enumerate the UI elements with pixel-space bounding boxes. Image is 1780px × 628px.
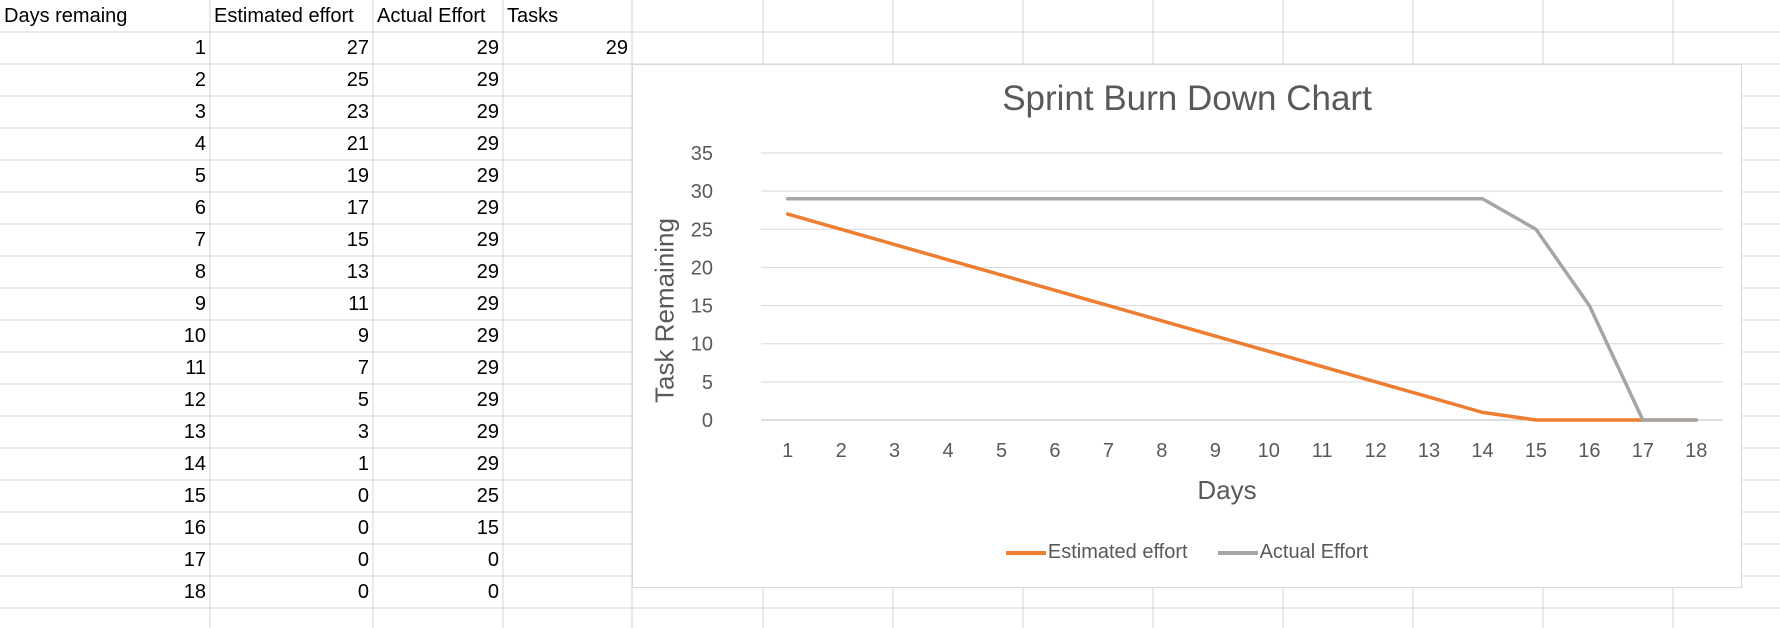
data-cell[interactable]: 25 xyxy=(346,69,369,91)
data-cell[interactable]: 29 xyxy=(476,133,499,155)
data-cell[interactable]: 29 xyxy=(476,389,499,411)
data-cell[interactable]: 29 xyxy=(476,69,499,91)
data-cell[interactable]: 19 xyxy=(346,165,369,187)
legend-item-actual: Actual Effort xyxy=(1217,541,1369,564)
data-cell[interactable]: 0 xyxy=(487,581,499,603)
x-tick-label: 10 xyxy=(1258,440,1280,462)
data-cell[interactable]: 29 xyxy=(476,165,499,187)
data-cell[interactable]: 8 xyxy=(194,261,206,283)
data-cell[interactable]: 18 xyxy=(183,581,206,603)
tasks-value-cell[interactable]: 29 xyxy=(605,37,628,59)
data-cell[interactable]: 9 xyxy=(357,325,369,347)
data-cell[interactable]: 1 xyxy=(357,453,369,475)
data-cell[interactable]: 13 xyxy=(183,421,206,443)
x-tick-label: 6 xyxy=(1049,440,1060,462)
header-cell[interactable]: Actual Effort xyxy=(377,5,486,27)
x-axis-label: Days xyxy=(1197,475,1257,505)
y-tick-label: 5 xyxy=(702,372,713,394)
data-cell[interactable]: 12 xyxy=(183,389,206,411)
data-cell[interactable]: 29 xyxy=(476,325,499,347)
data-cell[interactable]: 17 xyxy=(183,549,206,571)
data-cell[interactable]: 29 xyxy=(476,421,499,443)
data-cell[interactable]: 23 xyxy=(346,101,369,123)
header-cell[interactable]: Estimated effort xyxy=(214,5,354,27)
chart-title: Sprint Burn Down Chart xyxy=(1002,79,1372,118)
data-cell[interactable]: 29 xyxy=(476,293,499,315)
data-cell[interactable]: 11 xyxy=(348,293,369,315)
x-tick-label: 8 xyxy=(1156,440,1167,462)
data-cell[interactable]: 29 xyxy=(476,357,499,379)
data-cell[interactable]: 3 xyxy=(194,101,206,123)
legend-label-actual: Actual Effort xyxy=(1259,541,1369,563)
data-cell[interactable]: 0 xyxy=(357,517,369,539)
x-tick-label: 4 xyxy=(942,440,953,462)
legend-item-estimated: Estimated effort xyxy=(1005,541,1188,564)
legend-label-estimated: Estimated effort xyxy=(1047,541,1188,563)
data-cell[interactable]: 3 xyxy=(357,421,369,443)
data-cell[interactable]: 0 xyxy=(357,485,369,507)
data-cell[interactable]: 4 xyxy=(194,133,206,155)
header-cell[interactable]: Tasks xyxy=(507,5,559,27)
x-tick-label: 3 xyxy=(889,440,900,462)
data-cell[interactable]: 25 xyxy=(476,485,499,507)
x-tick-label: 15 xyxy=(1525,440,1547,462)
header-cell[interactable]: Days remaing xyxy=(4,5,128,27)
series-line-actual xyxy=(785,197,1699,422)
data-cell[interactable]: 7 xyxy=(357,357,369,379)
x-tick-label: 17 xyxy=(1632,440,1654,462)
x-tick-label: 2 xyxy=(836,440,847,462)
data-cell[interactable]: 5 xyxy=(194,165,206,187)
data-cell[interactable]: 29 xyxy=(476,101,499,123)
data-cell[interactable]: 7 xyxy=(194,229,206,251)
x-tick-label: 9 xyxy=(1210,440,1221,462)
legend-swatch-estimated xyxy=(1005,550,1046,555)
data-cell[interactable]: 0 xyxy=(487,549,499,571)
data-cell[interactable]: 13 xyxy=(346,261,369,283)
data-cell[interactable]: 0 xyxy=(357,581,369,603)
data-cell[interactable]: 27 xyxy=(346,37,369,59)
x-tick-label: 1 xyxy=(782,440,793,462)
data-cell[interactable]: 9 xyxy=(194,293,206,315)
data-cell[interactable]: 29 xyxy=(476,197,499,219)
data-cell[interactable]: 29 xyxy=(476,453,499,475)
data-cell[interactable]: 29 xyxy=(476,261,499,283)
data-cell[interactable]: 21 xyxy=(346,133,369,155)
data-cell[interactable]: 6 xyxy=(194,197,206,219)
x-tick-label: 11 xyxy=(1312,440,1333,462)
y-tick-label: 30 xyxy=(691,181,713,203)
data-cell[interactable]: 17 xyxy=(346,197,369,219)
data-cell[interactable]: 0 xyxy=(357,549,369,571)
y-axis-label: Task Remaining xyxy=(649,218,680,403)
x-tick-label: 18 xyxy=(1685,440,1707,462)
data-cell[interactable]: 16 xyxy=(183,517,206,539)
series-line-estimated xyxy=(785,212,1699,422)
y-tick-label: 20 xyxy=(691,257,713,279)
y-tick-label: 15 xyxy=(691,296,713,318)
chart-panel[interactable]: 0 5 10 15 20 25 30 35 1 2 3 4 5 6 7 8 9 10 11 12 13 14 15 16 17 1… xyxy=(632,64,1742,588)
data-cell[interactable]: 10 xyxy=(183,325,206,347)
data-cell[interactable]: 14 xyxy=(183,453,206,475)
x-tick-label: 7 xyxy=(1103,440,1114,462)
data-cell[interactable]: 15 xyxy=(476,517,499,539)
data-cell[interactable]: 5 xyxy=(357,389,369,411)
legend-swatch-actual xyxy=(1217,550,1258,555)
x-tick-label: 5 xyxy=(996,440,1007,462)
data-cell[interactable]: 29 xyxy=(476,37,499,59)
x-tick-label: 14 xyxy=(1471,440,1493,462)
data-cell[interactable]: 2 xyxy=(194,69,206,91)
data-cell[interactable]: 29 xyxy=(476,229,499,251)
y-tick-label: 10 xyxy=(691,334,713,356)
data-cell[interactable]: 15 xyxy=(346,229,369,251)
data-cell[interactable]: 15 xyxy=(183,485,206,507)
data-cell[interactable]: 11 xyxy=(185,357,206,379)
y-tick-label: 25 xyxy=(691,219,713,241)
y-tick-label: 0 xyxy=(702,410,713,432)
y-tick-label: 35 xyxy=(691,143,713,165)
x-tick-label: 16 xyxy=(1578,440,1600,462)
data-cell[interactable]: 1 xyxy=(194,37,206,59)
chart-legend: Estimated effort Actual Effort xyxy=(633,541,1741,564)
x-tick-label: 12 xyxy=(1364,440,1386,462)
x-tick-label: 13 xyxy=(1418,440,1440,462)
